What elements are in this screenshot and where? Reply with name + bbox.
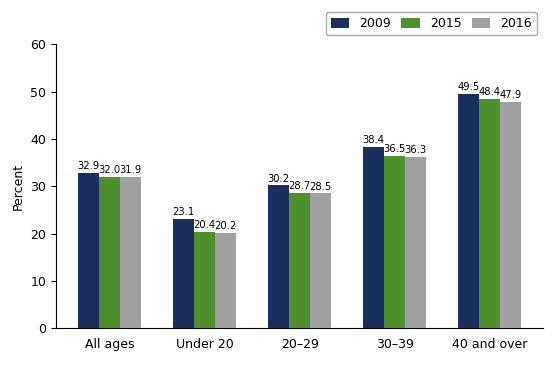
Bar [310, 193, 331, 328]
Text: 47.9: 47.9 [500, 90, 522, 100]
Bar [289, 193, 310, 328]
Bar [458, 94, 479, 328]
Text: 36.3: 36.3 [404, 145, 427, 155]
Text: 32.9: 32.9 [77, 161, 100, 171]
Text: 28.5: 28.5 [309, 182, 332, 192]
Text: 30.2: 30.2 [268, 173, 290, 183]
Y-axis label: Percent: Percent [12, 163, 25, 210]
Legend: 2009, 2015, 2016: 2009, 2015, 2016 [325, 12, 537, 35]
Text: 20.4: 20.4 [194, 220, 216, 230]
Text: 38.4: 38.4 [363, 135, 385, 145]
Text: 48.4: 48.4 [479, 87, 501, 97]
Text: 23.1: 23.1 [172, 207, 195, 217]
Bar [500, 101, 521, 328]
Text: 31.9: 31.9 [119, 165, 142, 175]
Bar [173, 219, 194, 328]
Bar [78, 173, 99, 328]
Bar [194, 232, 215, 328]
Bar [405, 156, 426, 328]
Text: 36.5: 36.5 [384, 144, 406, 154]
Bar [99, 177, 120, 328]
Text: 49.5: 49.5 [458, 82, 480, 92]
Bar [363, 146, 384, 328]
Bar [268, 185, 289, 328]
Bar [479, 99, 500, 328]
Bar [120, 177, 141, 328]
Bar [215, 233, 236, 328]
Bar [384, 156, 405, 328]
Text: 28.7: 28.7 [288, 180, 311, 191]
Text: 20.2: 20.2 [214, 221, 236, 231]
Text: 32.0: 32.0 [99, 165, 120, 175]
